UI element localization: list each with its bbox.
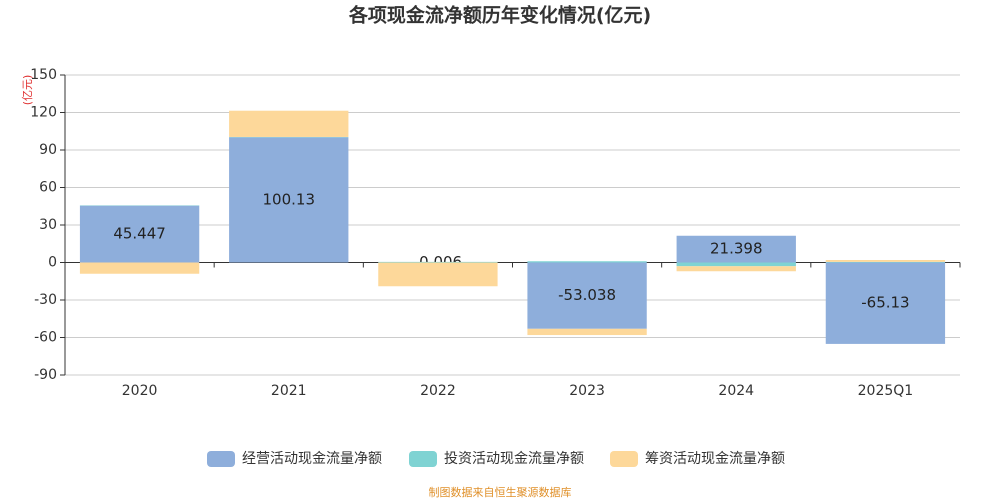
y-tick-label: -60 [34,330,57,346]
y-tick-label: 120 [30,105,57,121]
y-tick-label: 0 [48,255,57,271]
bar-segment [677,263,796,267]
data-label: 21.398 [710,240,763,258]
y-tick-label: 90 [39,142,57,158]
legend-swatch [409,451,437,467]
x-tick-label: 2023 [569,383,605,399]
bar-segment [527,261,646,262]
y-tick-label: 150 [30,67,57,83]
data-label: -65.13 [861,294,909,312]
bar-segment [826,260,945,262]
legend-label: 筹资活动现金流量净额 [645,450,785,467]
bar-segment [826,262,945,263]
legend-label: 经营活动现金流量净额 [242,451,382,467]
chart-title: 各项现金流净额历年变化情况(亿元) [348,4,651,27]
y-tick-label: -30 [34,292,57,308]
legend-label: 投资活动现金流量净额 [444,451,584,467]
data-label: 45.447 [113,225,166,243]
bar-segment [378,262,497,263]
legend-swatch [610,451,638,467]
x-tick-label: 2024 [718,383,754,399]
x-tick-label: 2021 [271,383,307,399]
x-tick-label: 2025Q1 [858,383,914,399]
data-label: 100.13 [263,190,316,208]
bar-segment [80,263,199,274]
y-tick-label: 60 [39,180,57,196]
bar-segment [229,111,348,137]
data-label: -53.038 [558,286,616,304]
y-tick-label: -90 [34,367,57,383]
x-tick-label: 2020 [122,383,158,399]
y-tick-label: 30 [39,217,57,233]
legend-swatch [207,451,235,467]
x-tick-label: 2022 [420,383,456,399]
bar-segment [677,266,796,271]
bar-segment [378,263,497,287]
source-note: 制图数据来自恒生聚源数据库 [429,485,572,499]
bar-segment [527,329,646,335]
